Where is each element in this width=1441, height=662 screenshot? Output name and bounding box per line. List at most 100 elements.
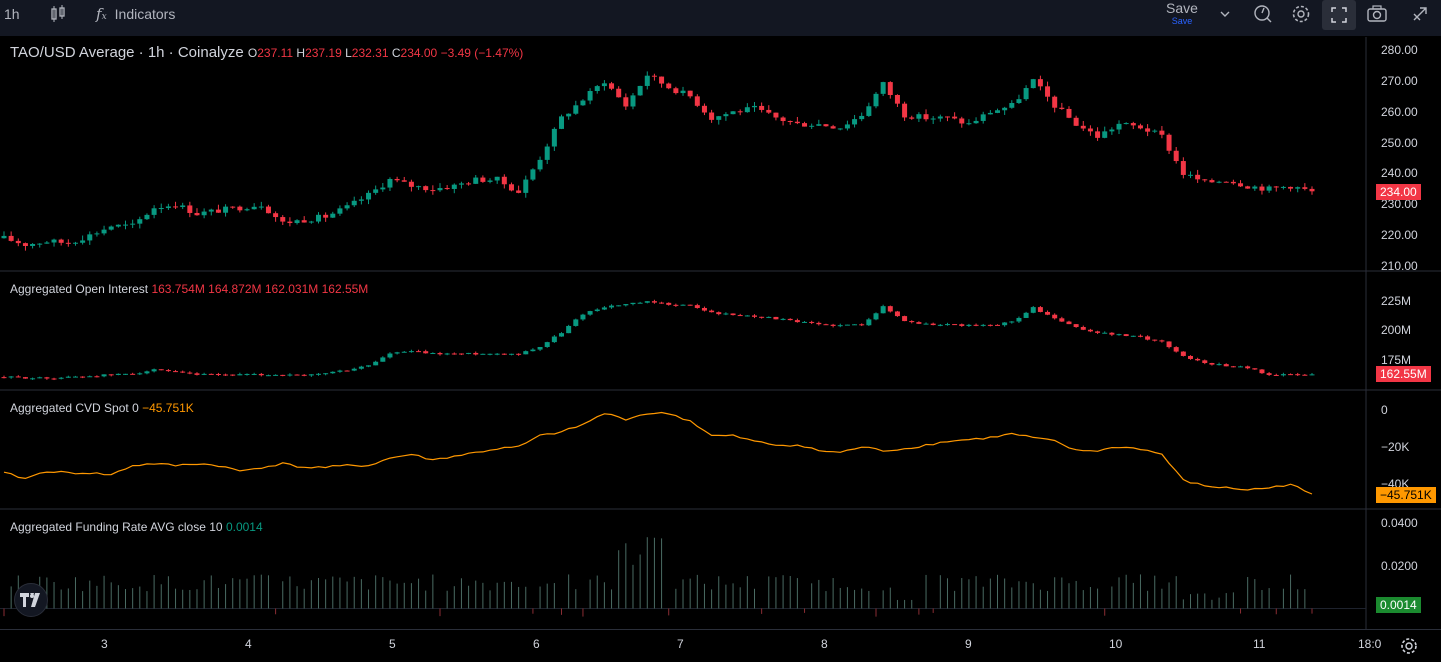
gear-icon[interactable]: [1290, 4, 1312, 24]
tradingview-logo-icon: [20, 593, 40, 607]
candle-body: [194, 373, 200, 375]
tradingview-logo[interactable]: [14, 583, 48, 617]
save-label: Save: [1166, 0, 1198, 16]
candle-body: [773, 316, 779, 320]
candle-body: [916, 322, 922, 324]
candle-body: [223, 206, 229, 213]
candle-body: [394, 178, 400, 181]
candle-body: [823, 324, 829, 326]
candle-body: [930, 118, 936, 120]
candle-body: [1159, 340, 1165, 342]
candle-body: [1016, 317, 1022, 322]
candle-body: [466, 352, 472, 354]
candle-body: [1037, 79, 1043, 87]
candle-body: [137, 373, 143, 375]
candle-body: [380, 187, 386, 190]
candle-body: [1252, 368, 1258, 370]
candle-body: [737, 315, 743, 317]
candle-body: [44, 242, 50, 244]
candle-body: [315, 373, 321, 375]
candle-body: [1216, 181, 1222, 183]
candle-body: [694, 305, 700, 308]
high-label: H: [296, 46, 306, 60]
candle-body: [894, 311, 900, 317]
chevron-down-icon[interactable]: [1214, 4, 1236, 24]
candle-body: [351, 368, 357, 371]
interval-button[interactable]: 1h: [4, 0, 20, 28]
candle-body: [1080, 125, 1086, 129]
candles-icon[interactable]: [47, 4, 69, 24]
save-button[interactable]: Save Save: [1160, 1, 1204, 29]
last-value-tag: 234.00: [1376, 183, 1421, 200]
candle-body: [573, 105, 579, 114]
candle-body: [387, 178, 393, 188]
candle-body: [1202, 360, 1208, 363]
candle-body: [487, 353, 493, 355]
candle-body: [759, 105, 765, 110]
camera-icon[interactable]: [1366, 4, 1388, 24]
indicators-label: Indicators: [114, 6, 176, 22]
candle-body: [880, 82, 886, 94]
chart-svg[interactable]: [0, 37, 1441, 629]
candle-body: [759, 316, 765, 318]
candle-body: [72, 376, 78, 378]
candle-body: [1095, 131, 1101, 138]
candle-body: [1, 377, 7, 379]
candle-body: [1209, 362, 1215, 365]
candle-body: [673, 88, 679, 94]
candle-body: [987, 324, 993, 326]
price-tick-label: 225M: [1381, 293, 1412, 308]
candle-body: [894, 95, 900, 104]
candle-body: [508, 184, 514, 191]
low-value: 232.31: [351, 46, 389, 60]
candle-body: [966, 123, 972, 125]
candle-body: [108, 374, 114, 376]
cvd-line: [3, 411, 1313, 495]
candle-body: [337, 208, 343, 214]
candle-body: [15, 240, 21, 244]
candle-body: [651, 75, 657, 77]
candle-body: [1137, 125, 1143, 129]
candle-body: [952, 324, 958, 326]
candle-body: [1023, 88, 1029, 100]
candle-body: [451, 353, 457, 355]
fullscreen-button[interactable]: [1322, 0, 1356, 30]
time-tick-label: 10: [1109, 637, 1123, 651]
candle-body: [51, 239, 57, 243]
publish-icon[interactable]: [1410, 4, 1432, 24]
candle-body: [1059, 318, 1065, 322]
time-axis[interactable]: 3 4 5 6 7 8 9 10 11 18:0: [0, 629, 1441, 662]
candle-body: [87, 376, 93, 378]
candle-body: [537, 159, 543, 170]
chart-area[interactable]: [0, 37, 1441, 629]
candle-body: [780, 117, 786, 122]
candle-body: [902, 316, 908, 322]
candle-body: [65, 376, 71, 378]
candle-body: [944, 324, 950, 326]
candle-body: [80, 240, 86, 243]
candle-body: [516, 353, 522, 355]
change-value: −3.49 (−1.47%): [440, 46, 524, 60]
candle-body: [230, 206, 236, 208]
candle-body: [94, 376, 100, 378]
candle-body: [787, 121, 793, 123]
candle-body: [973, 120, 979, 124]
candle-body: [1309, 188, 1315, 192]
indicators-button[interactable]: fx Indicators: [96, 0, 175, 28]
candle-body: [1145, 336, 1151, 340]
candle-body: [587, 91, 593, 101]
candle-body: [630, 302, 636, 305]
candle-body: [1173, 150, 1179, 162]
candle-body: [1116, 123, 1122, 130]
settings-icon[interactable]: [1399, 636, 1419, 656]
candle-body: [616, 88, 622, 98]
candle-body: [559, 333, 565, 337]
candle-body: [101, 374, 107, 377]
candle-body: [1266, 373, 1272, 375]
candle-body: [430, 190, 436, 192]
candle-body: [230, 374, 236, 376]
candle-body: [880, 306, 886, 314]
candle-body: [551, 128, 557, 147]
candle-body: [30, 243, 36, 246]
replay-icon[interactable]: [1252, 4, 1274, 24]
